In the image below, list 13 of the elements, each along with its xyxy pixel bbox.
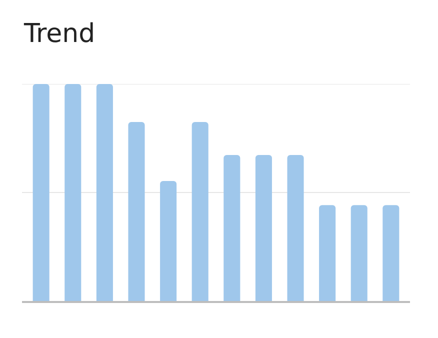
bar <box>32 84 50 301</box>
bar <box>64 84 82 301</box>
bar <box>160 181 177 301</box>
bar <box>224 154 240 301</box>
bar <box>319 205 336 301</box>
bar <box>350 205 368 301</box>
bar <box>255 154 272 301</box>
chart-title: Trend <box>23 19 96 50</box>
bar <box>96 84 113 301</box>
bar <box>382 205 400 301</box>
bar <box>128 122 145 301</box>
bar <box>287 154 304 301</box>
bar <box>192 122 208 301</box>
